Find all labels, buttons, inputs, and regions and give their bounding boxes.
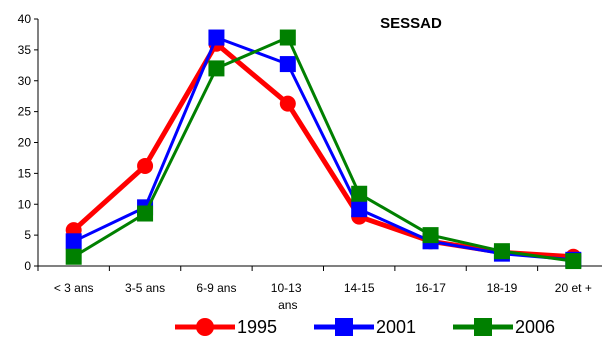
y-tick-label: 30 (18, 74, 32, 88)
y-tick-label: 15 (18, 166, 32, 180)
x-tick-label: 20 et + (555, 281, 592, 295)
x-tick-label: 18-19 (487, 281, 518, 295)
y-tick-label: 25 (18, 105, 32, 119)
data-point-2001 (351, 201, 368, 218)
series-2001 (65, 29, 582, 268)
series-layer (65, 29, 582, 270)
y-tick-label: 5 (24, 228, 31, 242)
data-point-2006 (65, 248, 82, 265)
axes: 0 5 10 15 20 25 30 35 40 < 3 ans 3-5 ans 6-9 ans 10-… (18, 12, 602, 312)
x-tick-label: 14-15 (344, 281, 375, 295)
data-point-2001 (65, 233, 82, 250)
data-point-2006 (493, 243, 510, 260)
legend-marker (474, 318, 492, 336)
legend-item-1995: 1995 (175, 317, 277, 337)
legend-label: 2001 (376, 317, 416, 337)
y-tick-label: 20 (18, 136, 32, 150)
data-point-1995 (279, 95, 296, 112)
x-tick-label: 3-5 ans (125, 281, 165, 295)
y-tick-label: 35 (18, 43, 32, 57)
x-tick-label: 16-17 (415, 281, 446, 295)
legend-item-2006: 2006 (453, 317, 555, 337)
data-point-1995 (137, 157, 154, 174)
legend: 1995 2001 2006 (175, 317, 555, 337)
legend-label: 2006 (515, 317, 555, 337)
data-point-2006 (137, 205, 154, 222)
data-point-2006 (279, 29, 296, 46)
chart-title: SESSAD (380, 15, 442, 32)
y-tick-label: 0 (24, 259, 31, 273)
series-line-2001 (73, 36, 574, 262)
data-point-2006 (208, 60, 225, 77)
legend-label: 1995 (237, 317, 277, 337)
data-point-2001 (279, 56, 296, 73)
series-2006 (65, 29, 582, 270)
data-point-2006 (565, 253, 582, 270)
series-line-2006 (72, 36, 574, 263)
data-point-2001 (208, 29, 225, 46)
series-1995 (65, 35, 582, 265)
y-tick-label: 40 (18, 12, 32, 26)
x-tick-label: < 3 ans (54, 281, 94, 295)
y-tick-label: 10 (18, 197, 32, 211)
legend-marker (196, 318, 214, 336)
data-point-2006 (351, 185, 368, 202)
x-tick-label: 10-13 ans (271, 281, 305, 312)
x-tick-label: 6-9 ans (196, 281, 236, 295)
series-line-1995 (72, 41, 574, 260)
data-point-2006 (422, 227, 439, 244)
legend-marker (335, 318, 353, 336)
legend-item-2001: 2001 (314, 317, 416, 337)
